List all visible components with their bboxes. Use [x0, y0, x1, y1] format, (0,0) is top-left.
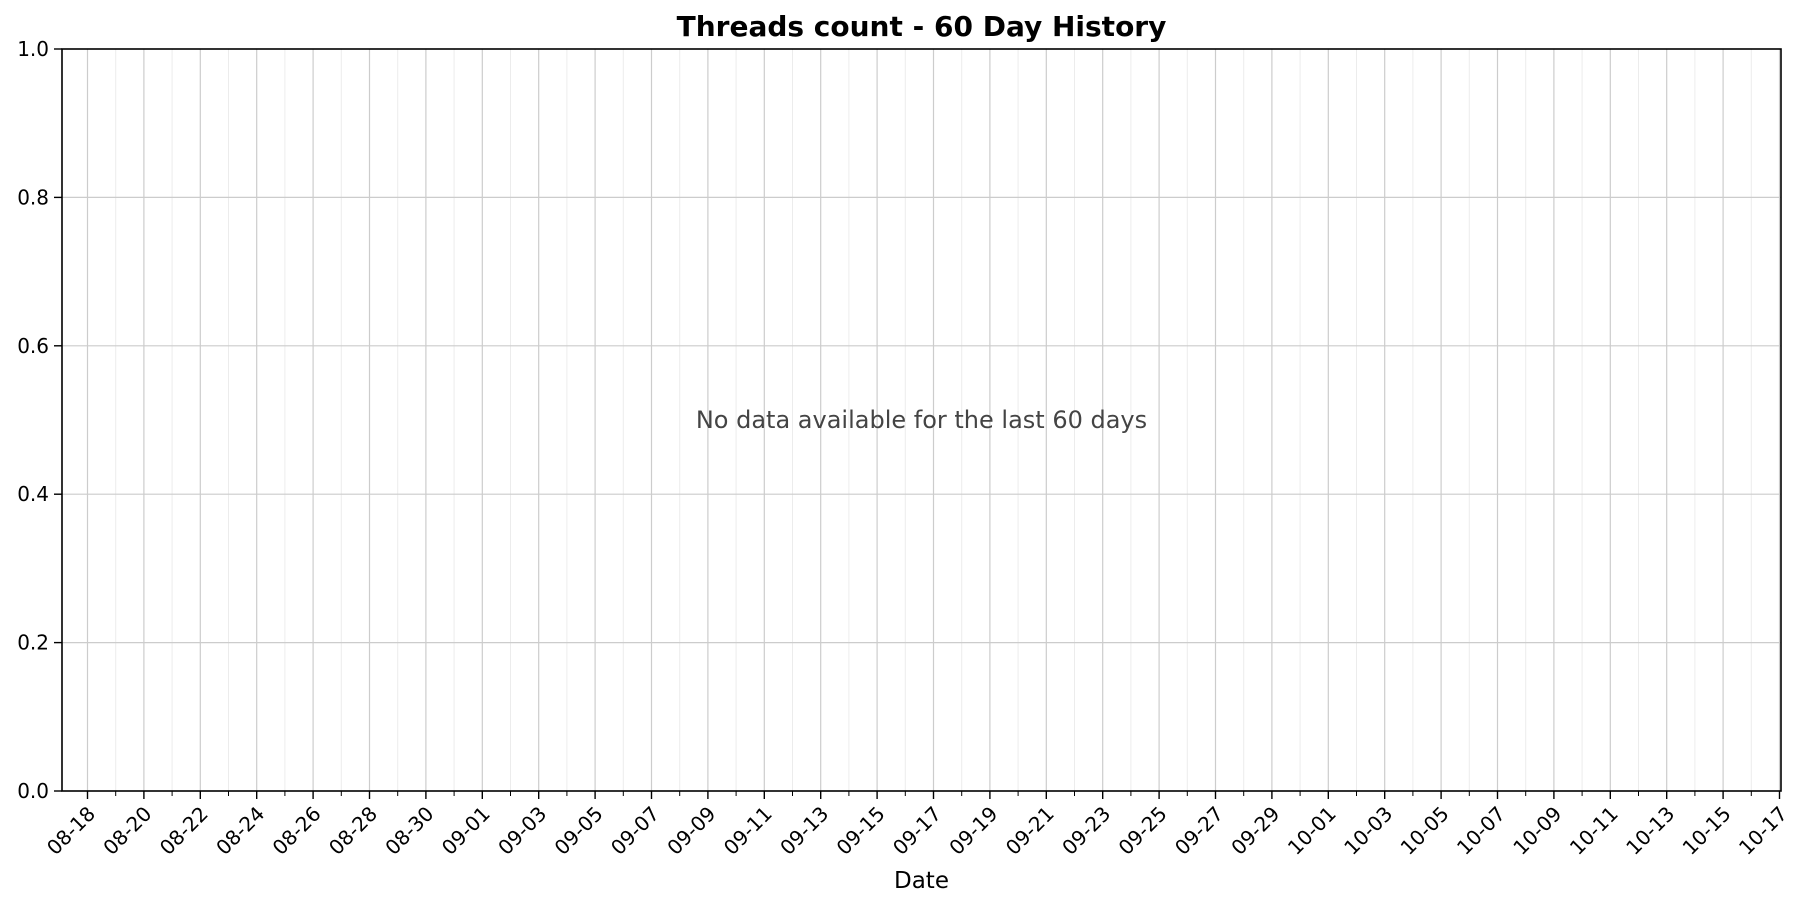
plot-frame	[61, 48, 1782, 792]
x-tick-label: 10-03	[1339, 802, 1397, 860]
x-tick-label: 09-03	[493, 802, 551, 860]
x-tick-label: 10-09	[1508, 802, 1566, 860]
y-tick-label: 0.4	[17, 482, 49, 506]
y-tick-label: 0.0	[17, 779, 49, 803]
chart-title: Threads count - 60 Day History	[677, 10, 1167, 43]
no-data-message: No data available for the last 60 days	[696, 406, 1147, 434]
x-axis: 08-1808-2008-2208-2408-2608-2808-3009-01…	[42, 791, 1792, 860]
x-tick-label: 09-23	[1057, 802, 1115, 860]
x-tick-label: 09-21	[1001, 802, 1059, 860]
x-tick-label: 08-30	[380, 802, 438, 860]
x-tick-label: 10-07	[1452, 802, 1510, 860]
x-tick-label: 08-18	[42, 802, 100, 860]
x-tick-label: 08-26	[268, 802, 326, 860]
x-tick-label: 09-25	[1114, 802, 1172, 860]
x-tick-label: 09-15	[832, 802, 890, 860]
x-tick-label: 08-22	[155, 802, 213, 860]
x-tick-label: 10-13	[1621, 802, 1679, 860]
x-tick-label: 09-19	[944, 802, 1002, 860]
x-tick-label: 10-05	[1396, 802, 1454, 860]
x-tick-label: 09-01	[437, 802, 495, 860]
minor-grid	[115, 49, 1752, 791]
x-tick-label: 08-28	[324, 802, 382, 860]
y-tick-label: 0.6	[17, 334, 49, 358]
x-tick-label: 10-15	[1678, 802, 1736, 860]
x-tick-label: 10-17	[1734, 802, 1792, 860]
x-tick-label: 09-11	[719, 802, 777, 860]
x-tick-label: 08-24	[211, 802, 269, 860]
x-tick-label: 08-20	[98, 802, 156, 860]
x-tick-label: 09-29	[1226, 802, 1284, 860]
x-tick-label: 09-17	[888, 802, 946, 860]
x-tick-label: 10-01	[1283, 802, 1341, 860]
x-axis-label: Date	[894, 868, 949, 894]
y-tick-label: 0.8	[17, 185, 49, 209]
x-tick-label: 10-11	[1565, 802, 1623, 860]
x-tick-label: 09-07	[606, 802, 664, 860]
major-grid	[62, 49, 1781, 791]
y-axis: 0.0 0.2 0.4 0.6 0.8 1.0	[17, 37, 62, 803]
y-tick-label: 0.2	[17, 631, 49, 655]
x-tick-label: 09-09	[662, 802, 720, 860]
x-tick-label: 09-27	[1170, 802, 1228, 860]
x-tick-label: 09-13	[775, 802, 833, 860]
x-tick-label: 09-05	[550, 802, 608, 860]
y-tick-label: 1.0	[17, 37, 49, 61]
